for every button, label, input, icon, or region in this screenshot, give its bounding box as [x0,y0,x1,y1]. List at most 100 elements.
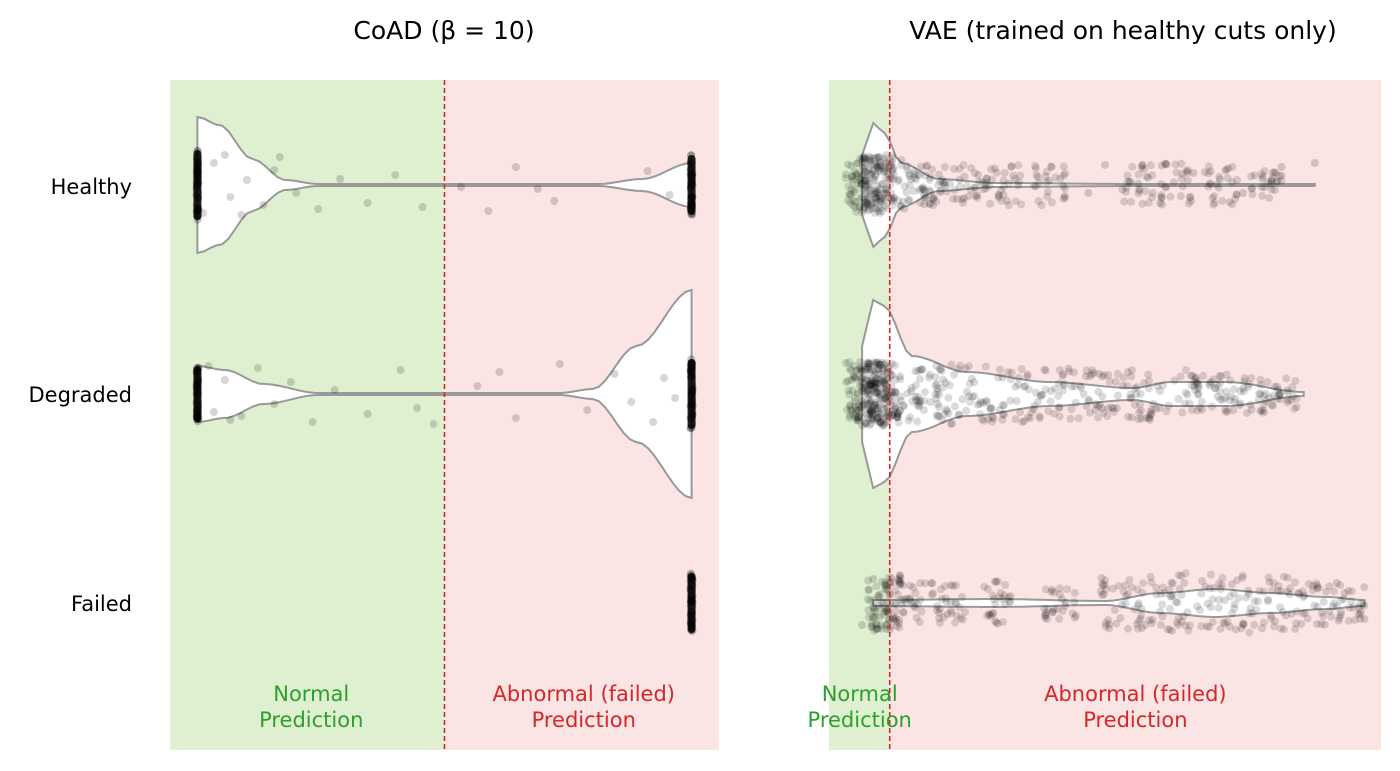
right-data-point [1197,397,1206,406]
right-data-point [1070,598,1079,606]
right-data-point [868,366,877,375]
right-data-point [871,607,880,616]
right-data-point [860,176,869,185]
left-data-point [226,416,235,424]
right-data-point [1147,193,1156,202]
right-data-point [1271,186,1279,195]
right-data-point [864,204,873,213]
right-data-point [853,169,862,178]
right-data-point [1283,573,1292,582]
right-data-point [890,392,899,401]
right-data-point [1147,578,1156,587]
right-data-point [891,388,900,397]
right-data-point [1223,174,1232,182]
right-data-point [896,202,905,211]
right-data-point [891,387,900,396]
right-data-point [1244,589,1253,598]
right-data-point [994,191,1003,200]
right-data-point [881,394,890,403]
right-data-point [866,397,875,406]
right-data-point [1031,388,1040,397]
right-data-point [947,360,956,369]
right-data-point [939,375,948,384]
right-data-point [1258,174,1267,183]
right-data-point [1332,579,1341,587]
right-data-point [1126,178,1135,187]
right-data-point [1000,600,1009,609]
right-data-point [1121,581,1130,590]
right-data-point [1084,395,1093,404]
right-data-point [1149,399,1158,408]
right-data-point [1059,370,1067,379]
right-data-point [1187,406,1196,415]
right-data-point [899,401,908,410]
right-data-point [898,608,907,616]
right-data-point [872,193,881,202]
right-data-point [1005,598,1014,606]
right-data-point [1304,580,1313,588]
right-data-point [1171,160,1180,169]
right-data-point [864,399,873,408]
right-data-point [1168,626,1177,635]
right-data-point [1283,396,1292,404]
right-data-point [1051,384,1060,393]
right-data-point [1244,586,1253,595]
right-data-point [854,406,863,415]
right-data-point [1104,616,1113,624]
right-data-point [874,379,883,387]
right-data-point [854,415,862,424]
right-data-point [871,198,880,207]
left-data-point [209,408,218,416]
right-data-point [1266,611,1275,620]
right-data-point [991,617,1000,625]
right-data-point [873,186,882,195]
right-data-point [875,360,884,369]
right-data-point [911,367,920,376]
right-data-point [1103,412,1112,421]
right-data-point [862,200,871,208]
right-data-point [1329,602,1338,611]
right-data-point [1105,377,1114,386]
right-data-point [1287,610,1296,619]
right-data-point [936,618,944,627]
right-data-point [866,596,875,605]
right-data-point [1183,176,1192,185]
right-data-point [1059,381,1068,389]
right-data-point [894,410,903,419]
right-data-point [970,378,979,387]
right-data-point [1134,601,1143,610]
right-data-point [957,195,966,204]
right-data-point [861,154,870,163]
right-data-point [973,400,982,409]
right-data-point [862,382,871,391]
right-data-point [921,388,929,397]
right-violin-healthy [861,121,1316,249]
right-violin-failed [872,587,1366,619]
right-data-point [858,193,867,201]
left-data-point [495,368,504,376]
right-data-point [1190,382,1199,391]
right-data-point [885,625,894,634]
right-data-point [1011,415,1020,424]
right-data-point [862,374,871,383]
right-data-point [939,613,948,622]
right-data-point [850,188,859,197]
right-data-point [1214,183,1223,192]
right-data-point [874,409,883,418]
right-data-point [996,588,1005,597]
right-data-point [854,402,863,411]
right-data-point [1047,587,1056,596]
right-data-point [959,194,968,203]
right-data-point [879,365,888,374]
right-data-point [860,195,869,204]
right-data-point [1018,418,1027,426]
right-data-point [1187,381,1196,389]
right-data-point [1257,406,1266,414]
right-data-point [998,373,1007,382]
right-data-point [853,413,862,422]
right-data-point [933,399,942,408]
right-data-point [1014,161,1023,170]
right-data-point [1225,396,1234,405]
right-data-point [884,397,893,406]
left-data-point [270,400,279,408]
